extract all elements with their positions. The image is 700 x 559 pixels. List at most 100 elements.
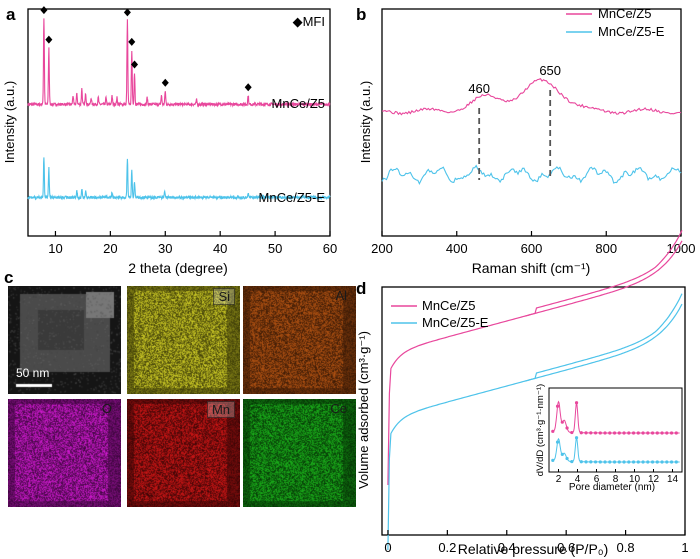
inset-psd-point [612, 431, 617, 435]
edx-map-ce: Ce [243, 399, 356, 507]
x-tick-label-b: 200 [371, 241, 393, 256]
inset-psd-point [660, 431, 664, 435]
x-tick-label-d: 0.8 [617, 540, 635, 555]
mfi-marker [244, 83, 252, 92]
inset-psd-point [579, 431, 583, 435]
inset-psd-point [589, 460, 593, 464]
inset-psd-point [617, 460, 621, 464]
inset-psd-point [555, 404, 560, 408]
x-tick-label-b: 600 [521, 241, 543, 256]
series-label-mnce-z5: MnCe/Z5 [272, 96, 325, 111]
inset-psd-point [631, 460, 636, 464]
inset-psd-point [655, 431, 659, 435]
inset-psd-point [570, 459, 574, 464]
inset-psd-point [636, 460, 640, 464]
plot-frame-d [381, 286, 686, 536]
legend-entry: MnCe/Z5-E [422, 315, 489, 330]
inset-psd-point [655, 460, 659, 464]
inset-psd-point [574, 401, 579, 405]
inset-psd-point [560, 452, 564, 456]
x-tick-label-d: 0.6 [557, 540, 575, 555]
inset-psd-point [593, 431, 598, 435]
mfi-marker [40, 6, 48, 15]
plot-frame-a [27, 8, 331, 237]
mfi-marker [123, 8, 131, 17]
x-tick-label-d: 0 [384, 540, 391, 555]
legend-entry: MnCe/Z5 [598, 6, 651, 21]
inset-psd-point [641, 460, 645, 464]
edx-map-label-ce: Ce [330, 401, 347, 416]
inset-x-tick-label: 10 [629, 474, 641, 485]
inset-psd-point [565, 426, 569, 430]
inset-x-axis-label: Pore diameter (nm) [569, 482, 655, 493]
inset-psd-point [574, 436, 579, 440]
inset-psd-point [608, 431, 612, 435]
x-tick-label-b: 800 [595, 241, 617, 256]
inset-psd-point [665, 460, 669, 464]
panel-letter-a: a [6, 5, 16, 24]
inset-psd-point [622, 431, 626, 435]
inset-psd-point [631, 431, 636, 435]
x-tick-label-a: 50 [268, 241, 282, 256]
inset-x-tick-label: 12 [648, 474, 660, 485]
inset-psd-point [589, 431, 593, 435]
x-tick-label-a: 20 [103, 241, 117, 256]
inset-psd-point [598, 431, 602, 435]
x-axis-label-b: Raman shift (cm⁻¹) [472, 260, 591, 276]
edx-map-mn: Mn [127, 399, 240, 507]
inset-psd-point [646, 431, 650, 435]
inset-x-tick-label: 4 [575, 474, 581, 485]
mfi-marker [128, 37, 136, 46]
inset-psd-point [641, 431, 645, 435]
plot-frame-b [381, 8, 682, 237]
y-axis-label-b: Intensity (a.u.) [358, 81, 373, 163]
inset-psd-point [617, 431, 621, 435]
raman-annotation-label: 460 [468, 81, 490, 96]
legend-mfi: ◆MFI [293, 14, 325, 29]
mfi-marker [131, 60, 139, 69]
inset-psd-point [603, 431, 607, 435]
edx-map-label-al: Al [335, 288, 347, 303]
edx-map-label-mn: Mn [206, 401, 235, 418]
panel-letter-b: b [356, 5, 366, 24]
inset-psd-point [665, 431, 669, 435]
raman-series-1 [381, 164, 682, 185]
inset-psd-point [669, 431, 674, 435]
isotherm-desorption-1 [524, 293, 683, 382]
xrd-series-0 [27, 18, 331, 108]
x-tick-label-d: 1 [681, 540, 688, 555]
raman-series-0 [381, 78, 682, 116]
inset-psd-point [593, 460, 598, 464]
x-tick-label-a: 60 [323, 241, 337, 256]
xrd-series-1 [27, 157, 331, 201]
panel-letter-d: d [356, 279, 366, 298]
scalebar-label: 50 nm [16, 366, 50, 380]
x-tick-label-d: 0.2 [438, 540, 456, 555]
inset-psd-point [551, 429, 555, 433]
mfi-marker [45, 35, 53, 44]
x-tick-label-a: 10 [48, 241, 62, 256]
inset-psd-point [646, 460, 650, 464]
mfi-marker [161, 78, 169, 87]
inset-psd-point [598, 460, 602, 464]
inset-psd-point [570, 430, 574, 435]
inset-psd-point [584, 431, 588, 435]
inset-frame [548, 387, 683, 473]
legend-entry: MnCe/Z5-E [598, 24, 665, 39]
haadf-stem-image: 50 nm [8, 286, 121, 394]
edx-map-o: O [8, 399, 121, 507]
x-tick-label-a: 40 [213, 241, 227, 256]
inset-psd-point [669, 460, 674, 464]
inset-psd-point [660, 460, 664, 464]
inset-x-tick-label: 6 [594, 474, 600, 485]
inset-psd-point [603, 460, 607, 464]
inset-x-tick-label: 8 [613, 474, 619, 485]
inset-psd-point [636, 431, 640, 435]
inset-psd-point [622, 460, 626, 464]
edx-map-label-si: Si [213, 288, 235, 305]
x-axis-label-d: Relative pressure (P/P₀) [458, 541, 609, 557]
x-tick-label-a: 30 [158, 241, 172, 256]
inset-psd-point [584, 460, 588, 464]
inset-psd-point [565, 456, 569, 461]
